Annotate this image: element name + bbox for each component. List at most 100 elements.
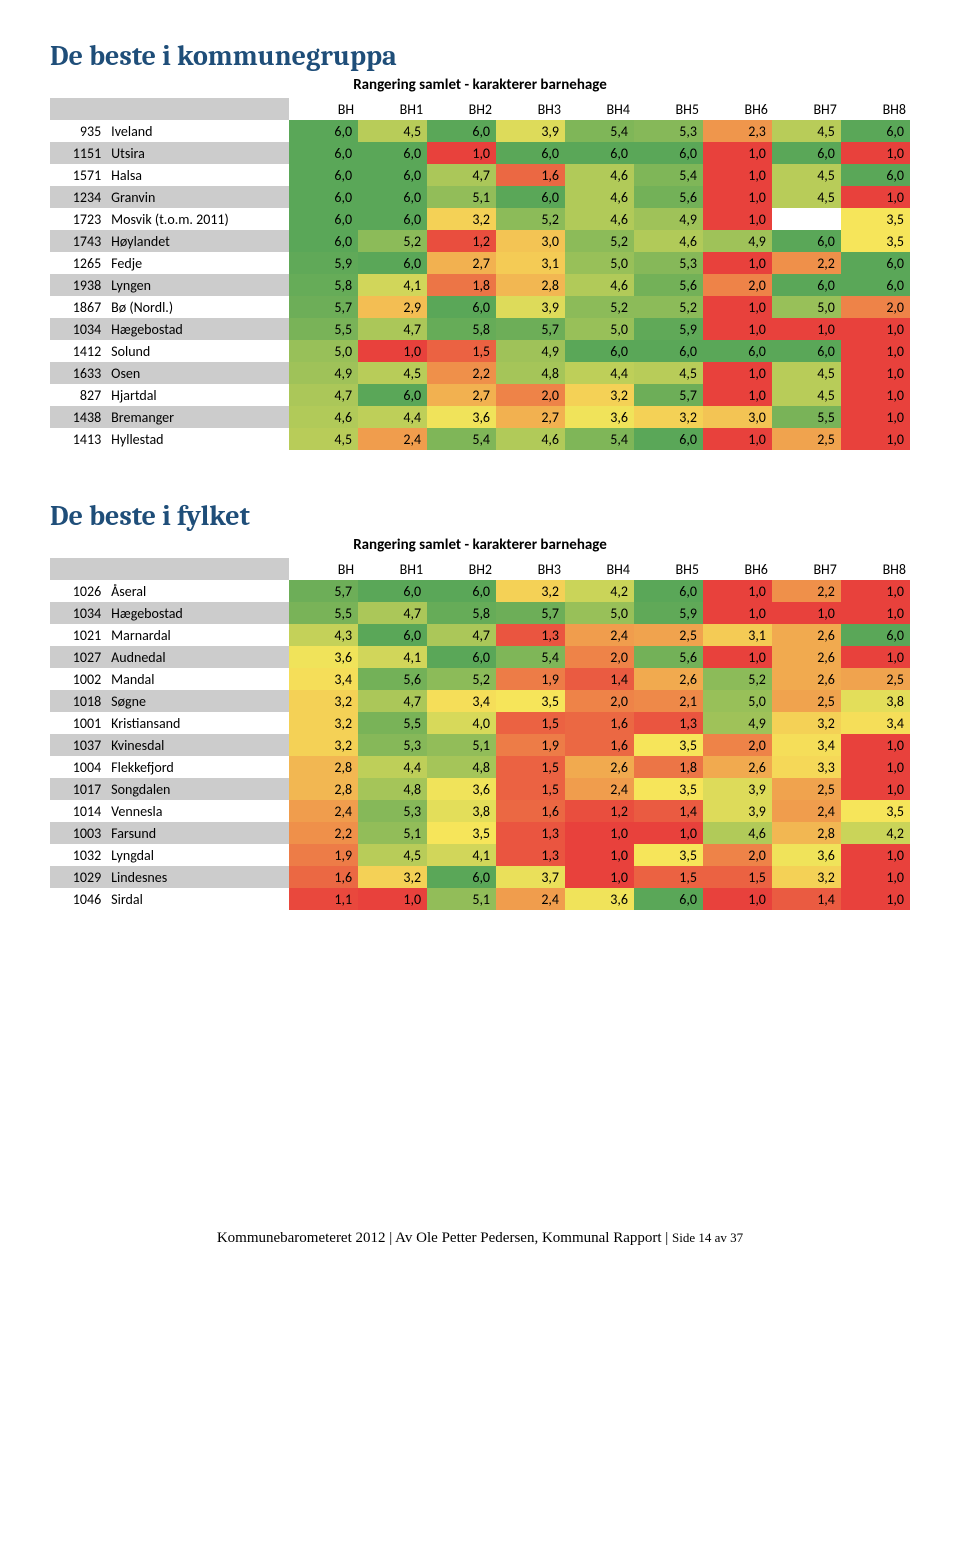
value-cell: 2,6 [703, 756, 772, 778]
value-cell: 2,4 [565, 624, 634, 646]
row-id: 1002 [50, 668, 105, 690]
value-cell: 2,2 [772, 580, 841, 602]
row-id: 1633 [50, 362, 105, 384]
value-cell: 2,0 [565, 646, 634, 668]
row-id: 1027 [50, 646, 105, 668]
table-row: 1151Utsira6,06,01,06,06,06,01,06,01,0 [50, 142, 910, 164]
row-id: 1014 [50, 800, 105, 822]
section-title: De beste i fylket [50, 500, 910, 532]
value-cell: 1,0 [565, 866, 634, 888]
row-name: Utsira [105, 142, 289, 164]
value-cell: 2,5 [634, 624, 703, 646]
value-cell: 5,4 [496, 646, 565, 668]
value-cell: 6,0 [634, 340, 703, 362]
value-cell: 3,2 [565, 384, 634, 406]
value-cell: 1,0 [841, 734, 910, 756]
value-cell: 6,0 [841, 274, 910, 296]
value-cell: 5,4 [565, 428, 634, 450]
value-cell: 6,0 [358, 164, 427, 186]
value-cell: 1,0 [703, 296, 772, 318]
value-cell: 5,2 [703, 668, 772, 690]
value-cell: 3,5 [634, 844, 703, 866]
value-cell: 4,6 [565, 186, 634, 208]
value-cell: 2,6 [565, 756, 634, 778]
value-cell: 4,7 [358, 602, 427, 624]
row-name: Fedje [105, 252, 289, 274]
value-cell: 5,3 [358, 734, 427, 756]
value-cell: 5,2 [634, 296, 703, 318]
value-cell: 6,0 [427, 296, 496, 318]
value-cell: 5,0 [565, 318, 634, 340]
column-header: BH3 [496, 558, 565, 580]
column-header [50, 98, 105, 120]
row-id: 1037 [50, 734, 105, 756]
value-cell: 6,0 [772, 230, 841, 252]
value-cell: 1,9 [289, 844, 358, 866]
value-cell: 1,0 [427, 142, 496, 164]
value-cell: 6,0 [358, 580, 427, 602]
value-cell: 3,6 [427, 778, 496, 800]
value-cell: 2,3 [703, 120, 772, 142]
value-cell: 1,0 [841, 318, 910, 340]
value-cell: 3,8 [841, 690, 910, 712]
value-cell: 4,5 [634, 362, 703, 384]
value-cell: 3,2 [634, 406, 703, 428]
row-id: 1867 [50, 296, 105, 318]
value-cell: 1,0 [358, 888, 427, 910]
value-cell: 6,0 [289, 142, 358, 164]
value-cell: 4,7 [358, 690, 427, 712]
value-cell: 5,6 [634, 646, 703, 668]
row-id: 935 [50, 120, 105, 142]
row-name: Granvin [105, 186, 289, 208]
row-id: 1004 [50, 756, 105, 778]
table-row: 935Iveland6,04,56,03,95,45,32,34,56,0 [50, 120, 910, 142]
value-cell: 5,3 [358, 800, 427, 822]
value-cell: 4,2 [841, 822, 910, 844]
row-name: Solund [105, 340, 289, 362]
table-row: 1032Lyngdal1,94,54,11,31,03,52,03,61,0 [50, 844, 910, 866]
value-cell: 1,0 [703, 888, 772, 910]
value-cell: 2,0 [703, 734, 772, 756]
row-id: 1034 [50, 318, 105, 340]
column-header [50, 558, 105, 580]
value-cell: 1,0 [703, 580, 772, 602]
row-id: 1265 [50, 252, 105, 274]
value-cell: 4,5 [772, 384, 841, 406]
value-cell: 5,0 [772, 296, 841, 318]
value-cell: 5,9 [289, 252, 358, 274]
value-cell: 4,2 [565, 580, 634, 602]
value-cell: 1,3 [634, 712, 703, 734]
value-cell: 1,8 [427, 274, 496, 296]
value-cell: 1,0 [703, 142, 772, 164]
value-cell: 5,5 [772, 406, 841, 428]
row-id: 1743 [50, 230, 105, 252]
value-cell: 6,0 [427, 866, 496, 888]
value-cell: 3,2 [772, 712, 841, 734]
value-cell: 4,9 [703, 712, 772, 734]
value-cell: 6,0 [358, 624, 427, 646]
value-cell: 1,0 [703, 208, 772, 230]
row-id: 1018 [50, 690, 105, 712]
value-cell: 6,0 [289, 208, 358, 230]
column-header: BH2 [427, 98, 496, 120]
value-cell: 3,4 [289, 668, 358, 690]
value-cell: 3,5 [496, 690, 565, 712]
column-header: BH [289, 558, 358, 580]
value-cell: 3,6 [565, 406, 634, 428]
value-cell: 3,7 [496, 866, 565, 888]
table-row: 1034Hægebostad5,54,75,85,75,05,91,01,01,… [50, 602, 910, 624]
value-cell: 1,0 [841, 186, 910, 208]
value-cell: 4,5 [772, 362, 841, 384]
value-cell: 4,5 [772, 120, 841, 142]
value-cell: 5,2 [565, 296, 634, 318]
value-cell: 5,7 [289, 296, 358, 318]
column-header [105, 558, 289, 580]
value-cell: 3,5 [634, 734, 703, 756]
value-cell: 6,0 [427, 120, 496, 142]
value-cell: 2,6 [772, 624, 841, 646]
value-cell: 6,0 [565, 340, 634, 362]
row-id: 1001 [50, 712, 105, 734]
value-cell: 1,2 [427, 230, 496, 252]
column-header: BH1 [358, 558, 427, 580]
value-cell: 3,2 [289, 712, 358, 734]
